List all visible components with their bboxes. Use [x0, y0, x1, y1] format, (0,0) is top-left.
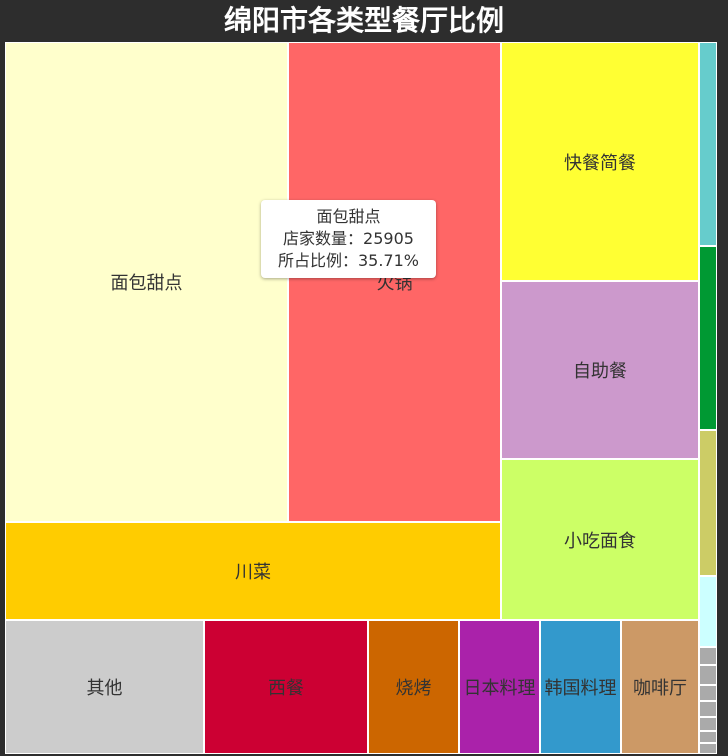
treemap-cell[interactable]: 咖啡厅 [621, 620, 699, 754]
treemap-chart: 面包甜点 火锅 快餐简餐 自助餐 小吃面食 川菜 其他 西餐 烧烤 日本料理 韩国料理 咖啡厅 [0, 42, 728, 756]
treemap-cell-label: 面包甜点 [110, 273, 183, 294]
treemap-small-cell[interactable] [699, 647, 717, 665]
treemap-cell-label: 火锅 [376, 273, 413, 294]
tooltip-name: 面包甜点 [316, 207, 381, 226]
treemap-cell-label: 日本料理 [463, 678, 536, 699]
treemap-cell-label: 其他 [86, 678, 123, 699]
treemap-cell[interactable]: 烧烤 [368, 620, 459, 754]
treemap-cell[interactable]: 面包甜点 [5, 42, 288, 522]
treemap-cell-label: 小吃面食 [564, 530, 636, 552]
treemap-cell[interactable]: 快餐简餐 [501, 42, 699, 281]
tooltip: 面包甜点 店家数量：25905 所占比例：35.71% [261, 200, 436, 278]
treemap-small-cell[interactable] [699, 665, 717, 685]
treemap-cell[interactable]: 自助餐 [501, 281, 699, 459]
chart-title: 绵阳市各类型餐厅比例 [223, 4, 504, 37]
tooltip-count: 店家数量：25905 [283, 229, 414, 248]
treemap-cell-label: 快餐简餐 [564, 152, 636, 174]
tooltip-ratio: 所占比例：35.71% [277, 251, 419, 270]
treemap-cell-label: 咖啡厅 [633, 678, 687, 699]
treemap-cell[interactable]: 韩国料理 [540, 620, 621, 754]
treemap-small-cell[interactable] [699, 576, 717, 647]
treemap-cell-label: 韩国料理 [544, 678, 617, 699]
treemap-cell[interactable]: 日本料理 [459, 620, 540, 754]
treemap-cell-label: 西餐 [268, 678, 304, 699]
treemap-small-cell[interactable] [699, 731, 717, 743]
treemap-cell[interactable]: 西餐 [204, 620, 368, 754]
treemap-small-cell[interactable] [699, 685, 717, 701]
treemap-cell-label: 烧烤 [395, 678, 432, 699]
treemap-small-cell[interactable] [699, 430, 717, 576]
treemap-small-cell[interactable] [699, 42, 717, 246]
treemap-cell[interactable]: 其他 [5, 620, 204, 754]
treemap-cell-label: 自助餐 [573, 361, 627, 382]
treemap-small-cell[interactable] [699, 743, 717, 754]
treemap-cell[interactable]: 川菜 [5, 522, 501, 620]
treemap-small-cell[interactable] [699, 717, 717, 731]
treemap-cell-label: 川菜 [235, 562, 271, 583]
treemap-small-cell[interactable] [699, 246, 717, 430]
treemap-small-cell[interactable] [699, 701, 717, 717]
treemap-cell[interactable]: 火锅 [288, 42, 501, 522]
treemap-cell[interactable]: 小吃面食 [501, 459, 699, 620]
